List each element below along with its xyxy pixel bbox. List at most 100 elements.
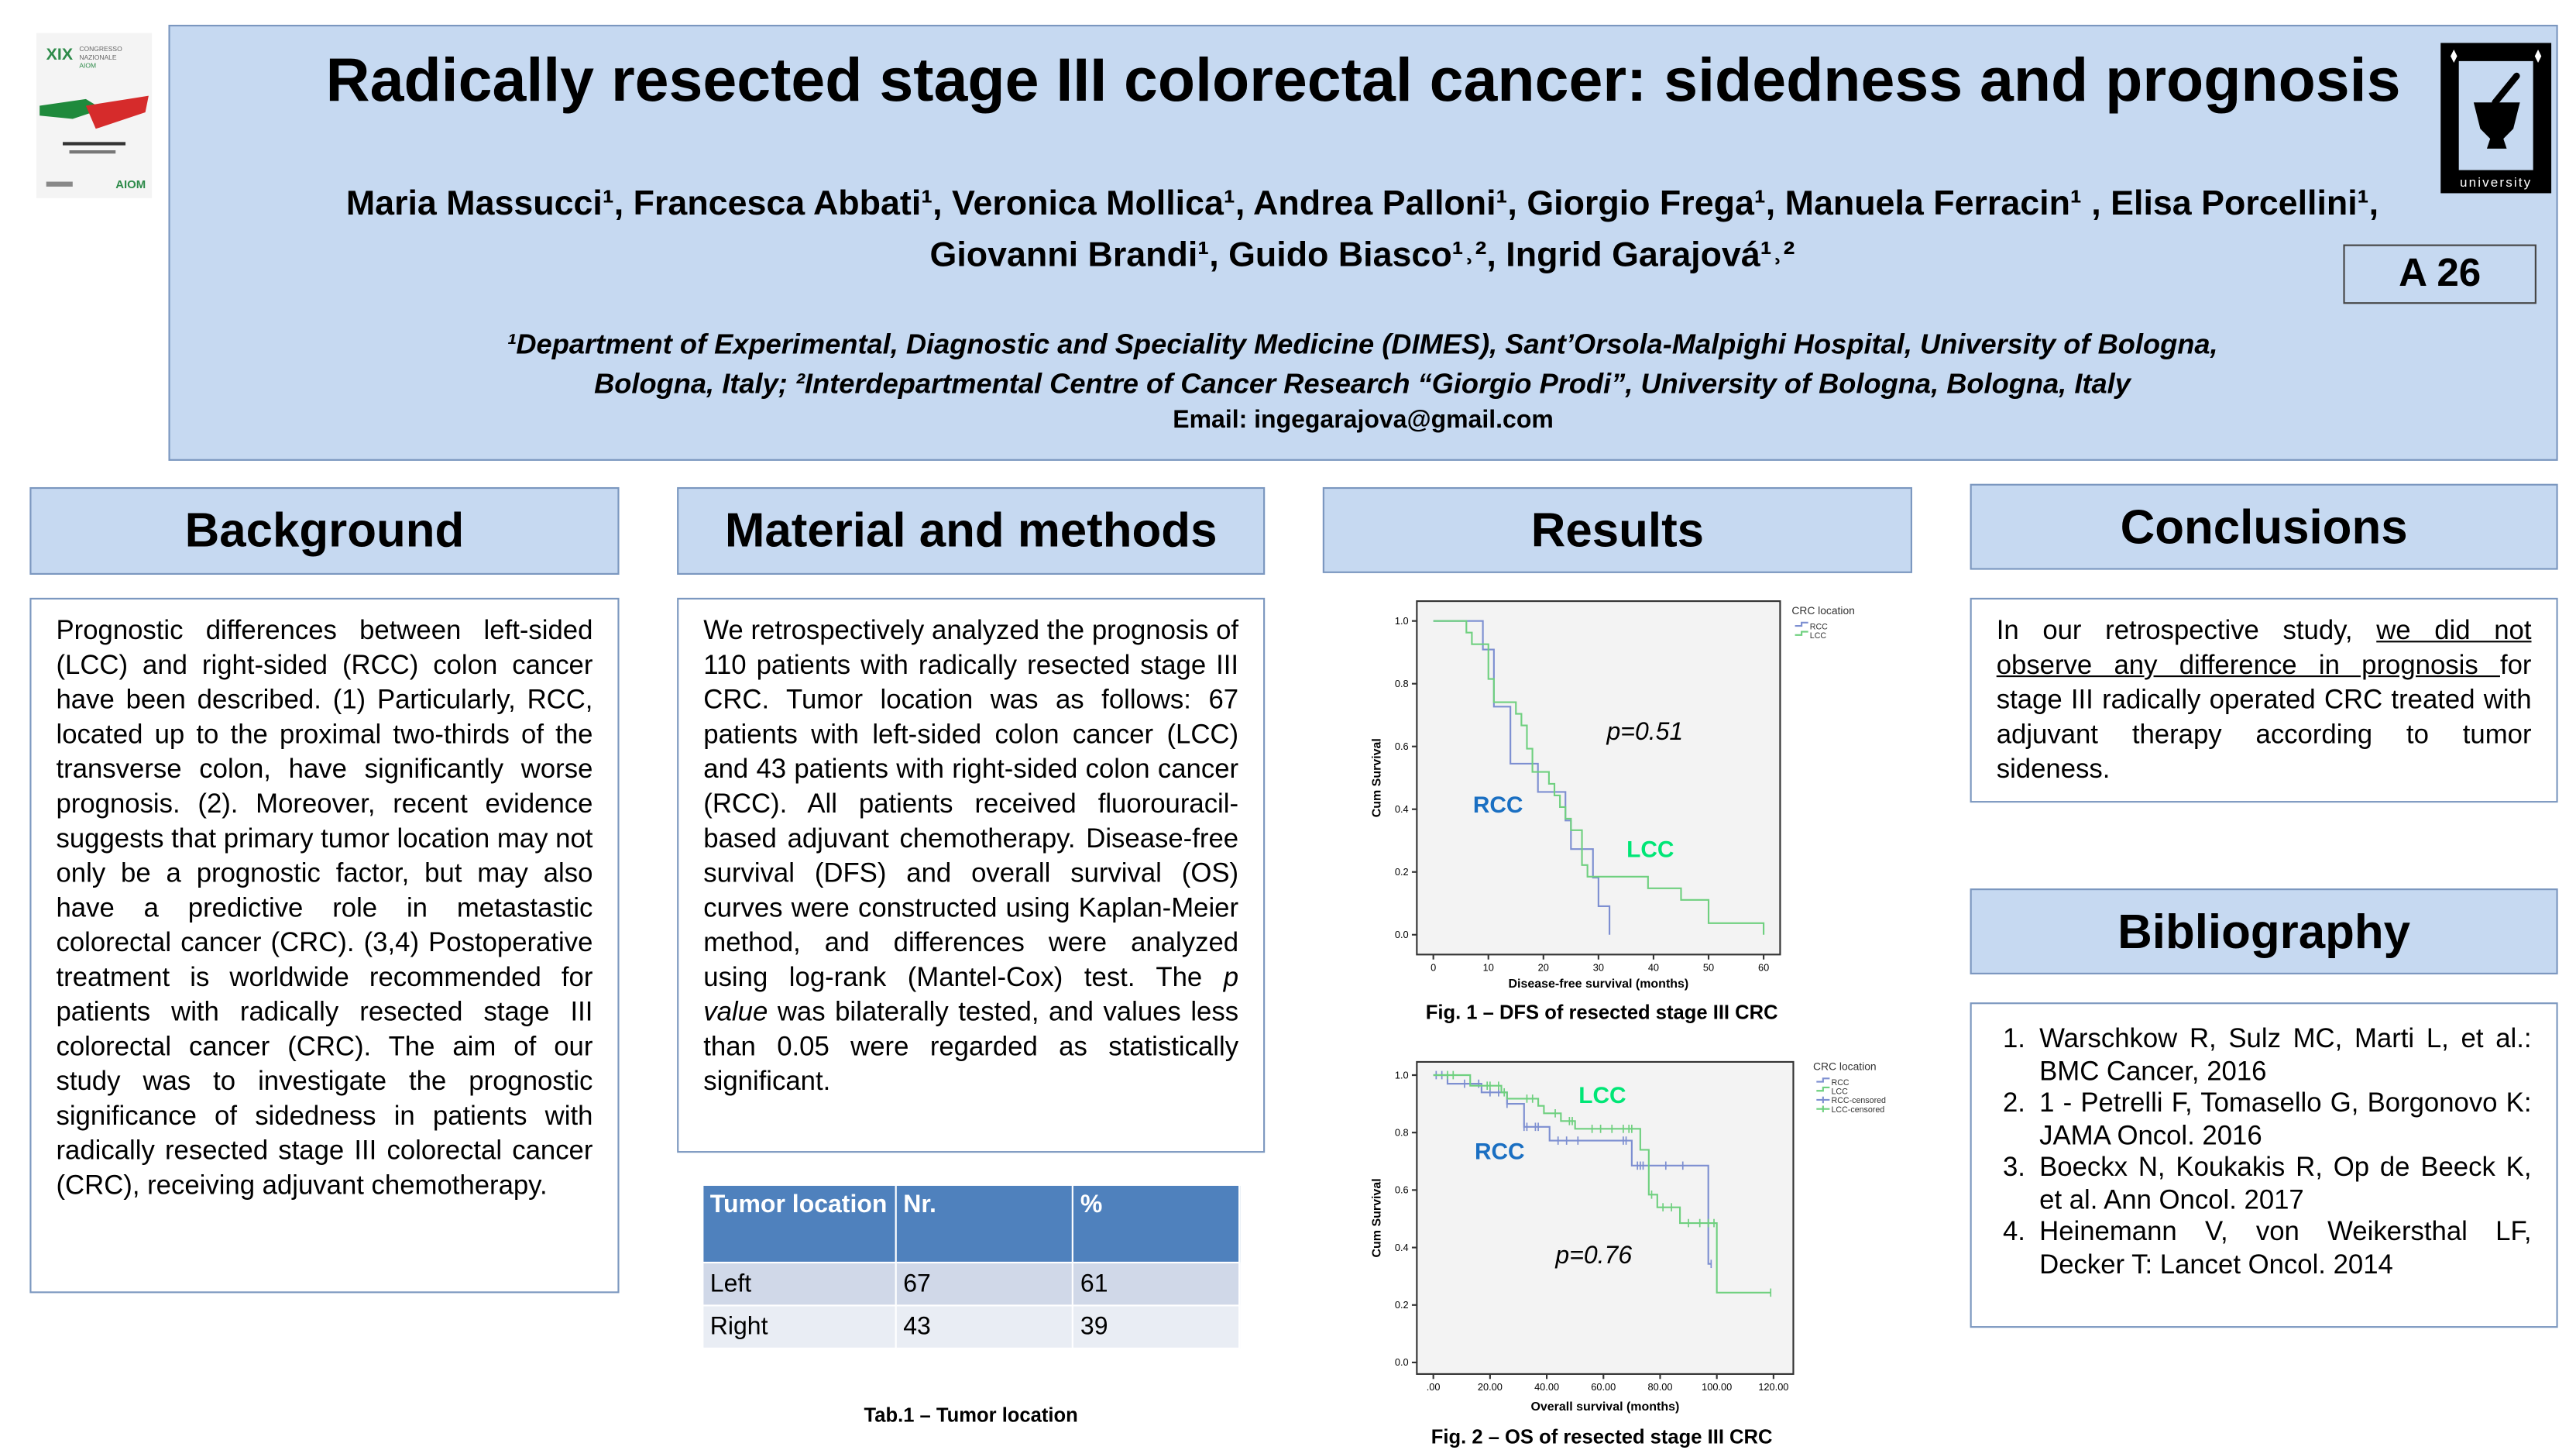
x-tick-label: 20.00 <box>1478 1381 1503 1393</box>
os-chart: 0.0 0.2 0.4 0.6 0.8 1.0 .00 20.00 40.00 60.00 80.0… <box>1370 1060 1886 1448</box>
tumor-location-table: Tumor location Nr.% Left 67 61 Right 43 39 <box>702 1184 1241 1349</box>
x-tick-label: 0 <box>1431 962 1436 974</box>
legend-line-icon <box>1795 621 1808 627</box>
table-cell: 61 <box>1072 1261 1241 1307</box>
rcc-label: RCC <box>1475 1139 1525 1165</box>
university-logo: university <box>2440 43 2552 194</box>
conclusions-text: In our retrospective study, we did not o… <box>1970 597 2558 803</box>
x-tick-label: 120.00 <box>1758 1381 1788 1393</box>
x-tick-label: 10 <box>1483 962 1494 974</box>
authors-line-2: Giovanni Brandi¹, Guido Biasco¹˒², Ingri… <box>929 235 1795 274</box>
congress-logo: XIX CONGRESSO NAZIONALE AIOM AIOM <box>36 33 153 198</box>
x-tick-label: 100.00 <box>1702 1381 1732 1393</box>
y-tick-label: 0.6 <box>1395 1184 1409 1196</box>
svg-text:CONGRESSO: CONGRESSO <box>79 45 122 53</box>
y-tick-label: 0.2 <box>1395 1299 1409 1311</box>
x-tick-label: 40 <box>1648 962 1659 974</box>
x-tick-label: 60.00 <box>1591 1381 1616 1393</box>
bibliography-list: Warschkow R, Sulz MC, Marti L, et al.: B… <box>1970 1002 2558 1328</box>
y-axis-label: Cum Survival <box>1370 738 1383 817</box>
p-value-term: p value <box>703 963 1239 1028</box>
legend-line-icon <box>1795 631 1808 636</box>
y-tick-label: 1.0 <box>1395 1069 1409 1081</box>
svg-text:XIX: XIX <box>46 45 74 64</box>
y-axis-label: Cum Survival <box>1370 1178 1383 1257</box>
y-tick-label: 0.6 <box>1395 740 1409 752</box>
x-tick-label: 30 <box>1593 962 1604 974</box>
legend-entry: RCC-censored <box>1831 1096 1886 1105</box>
table-row: Left 67 61 <box>702 1261 1241 1307</box>
conclusions-text-a: In our retrospective study, <box>1996 616 2377 646</box>
legend-entry: LCC <box>1831 1088 1848 1097</box>
table-cell: 67 <box>895 1261 1074 1307</box>
svg-text:AIOM: AIOM <box>115 178 146 191</box>
table-cell: Right <box>702 1304 897 1349</box>
km-curve-rcc <box>1433 620 1611 935</box>
results-heading: Results <box>1322 486 1912 573</box>
reference-item: Heinemann V, von Weikersthal LF, Decker … <box>2033 1217 2531 1281</box>
x-tick-label: 60 <box>1758 962 1769 974</box>
mortar-pestle-icon: university <box>2451 49 2542 190</box>
x-axis-label: Overall survival (months) <box>1530 1400 1679 1414</box>
lcc-label: LCC <box>1578 1083 1626 1108</box>
conclusions-heading: Conclusions <box>1970 483 2558 570</box>
svg-text:NAZIONALE: NAZIONALE <box>79 53 117 61</box>
contact-email: Email: ingegarajova@gmail.com <box>1173 406 1554 435</box>
poster-title: Radically resected stage III colorectal … <box>325 46 2401 115</box>
table-cell: Left <box>702 1261 897 1307</box>
table-cell: 43 <box>895 1304 1074 1349</box>
table-caption: Tab.1 – Tumor location <box>864 1404 1078 1428</box>
poster-code: A 26 <box>2343 244 2537 304</box>
legend-entry: LCC-censored <box>1831 1105 1884 1115</box>
legend-title: CRC location <box>1813 1060 1877 1073</box>
legend-entry: RCC <box>1810 622 1828 631</box>
author-list: Maria Massucci¹, Francesca Abbati¹, Vero… <box>264 178 2461 280</box>
methods-heading: Material and methods <box>677 486 1266 575</box>
figure-caption: Fig. 2 – OS of resected stage III CRC <box>1431 1426 1773 1448</box>
header-banner <box>168 24 2558 461</box>
affiliations: ¹Department of Experimental, Diagnostic … <box>330 325 2394 404</box>
bibliography-heading: Bibliography <box>1970 888 2558 974</box>
affiliation-line-1: ¹Department of Experimental, Diagnostic … <box>507 328 2218 360</box>
rcc-label: RCC <box>1473 792 1523 818</box>
svg-text:AIOM: AIOM <box>79 61 96 69</box>
legend-title: CRC location <box>1791 604 1855 617</box>
p-value: p=0.51 <box>1606 717 1684 745</box>
legend-line-icon <box>1816 1086 1830 1092</box>
background-text: Prognostic differences between left-side… <box>29 597 620 1294</box>
y-tick-label: 0.8 <box>1395 1126 1409 1138</box>
km-curve-lcc <box>1433 620 1765 935</box>
km-curve-lcc <box>1433 1074 1771 1294</box>
x-tick-label: .00 <box>1427 1381 1441 1393</box>
authors-line-1: Maria Massucci¹, Francesca Abbati¹, Vero… <box>345 184 2379 223</box>
y-tick-label: 0.4 <box>1395 1242 1409 1253</box>
x-axis-label: Disease-free survival (months) <box>1508 978 1688 991</box>
table-cell: 39 <box>1072 1304 1241 1349</box>
y-tick-label: 0.8 <box>1395 678 1409 689</box>
x-tick-label: 50 <box>1703 962 1714 974</box>
affiliation-line-2: Bologna, Italy; ²Interdepartmental Centr… <box>594 368 2131 400</box>
congress-logo-image: XIX CONGRESSO NAZIONALE AIOM AIOM <box>39 45 149 191</box>
y-tick-label: 0.2 <box>1395 866 1409 878</box>
legend-line-icon <box>1816 1077 1830 1083</box>
lcc-label: LCC <box>1626 837 1674 863</box>
y-tick-label: 1.0 <box>1395 615 1409 627</box>
reference-item: 1 - Petrelli F, Tomasello G, Borgonovo K… <box>2033 1088 2531 1153</box>
x-tick-label: 40.00 <box>1534 1381 1559 1393</box>
table-header: Tumor location <box>702 1184 897 1264</box>
table-row: Right 43 39 <box>702 1304 1241 1349</box>
legend-entry: LCC <box>1810 631 1827 641</box>
y-tick-label: 0.0 <box>1395 1356 1409 1368</box>
methods-text: We retrospectively analyzed the prognosi… <box>677 597 1266 1153</box>
reference-item: Warschkow R, Sulz MC, Marti L, et al.: B… <box>2033 1024 2531 1088</box>
x-tick-label: 20 <box>1538 962 1549 974</box>
plot-area <box>1416 1060 1795 1375</box>
p-value: p=0.76 <box>1554 1241 1632 1269</box>
methods-text-b: was bilaterally tested, and values less … <box>703 997 1239 1097</box>
svg-text:university: university <box>2460 175 2532 190</box>
conclusions-key-finding: we did not observe any difference in pro… <box>1996 616 2532 681</box>
legend-entry: RCC <box>1831 1078 1849 1088</box>
table-header: Nr. <box>895 1184 1074 1264</box>
dfs-chart: 0.0 0.2 0.4 0.6 0.8 1.0 0 10 20 30 40 50 60 Disease-f… <box>1370 600 1855 1024</box>
methods-text-a: We retrospectively analyzed the prognosi… <box>703 616 1239 993</box>
